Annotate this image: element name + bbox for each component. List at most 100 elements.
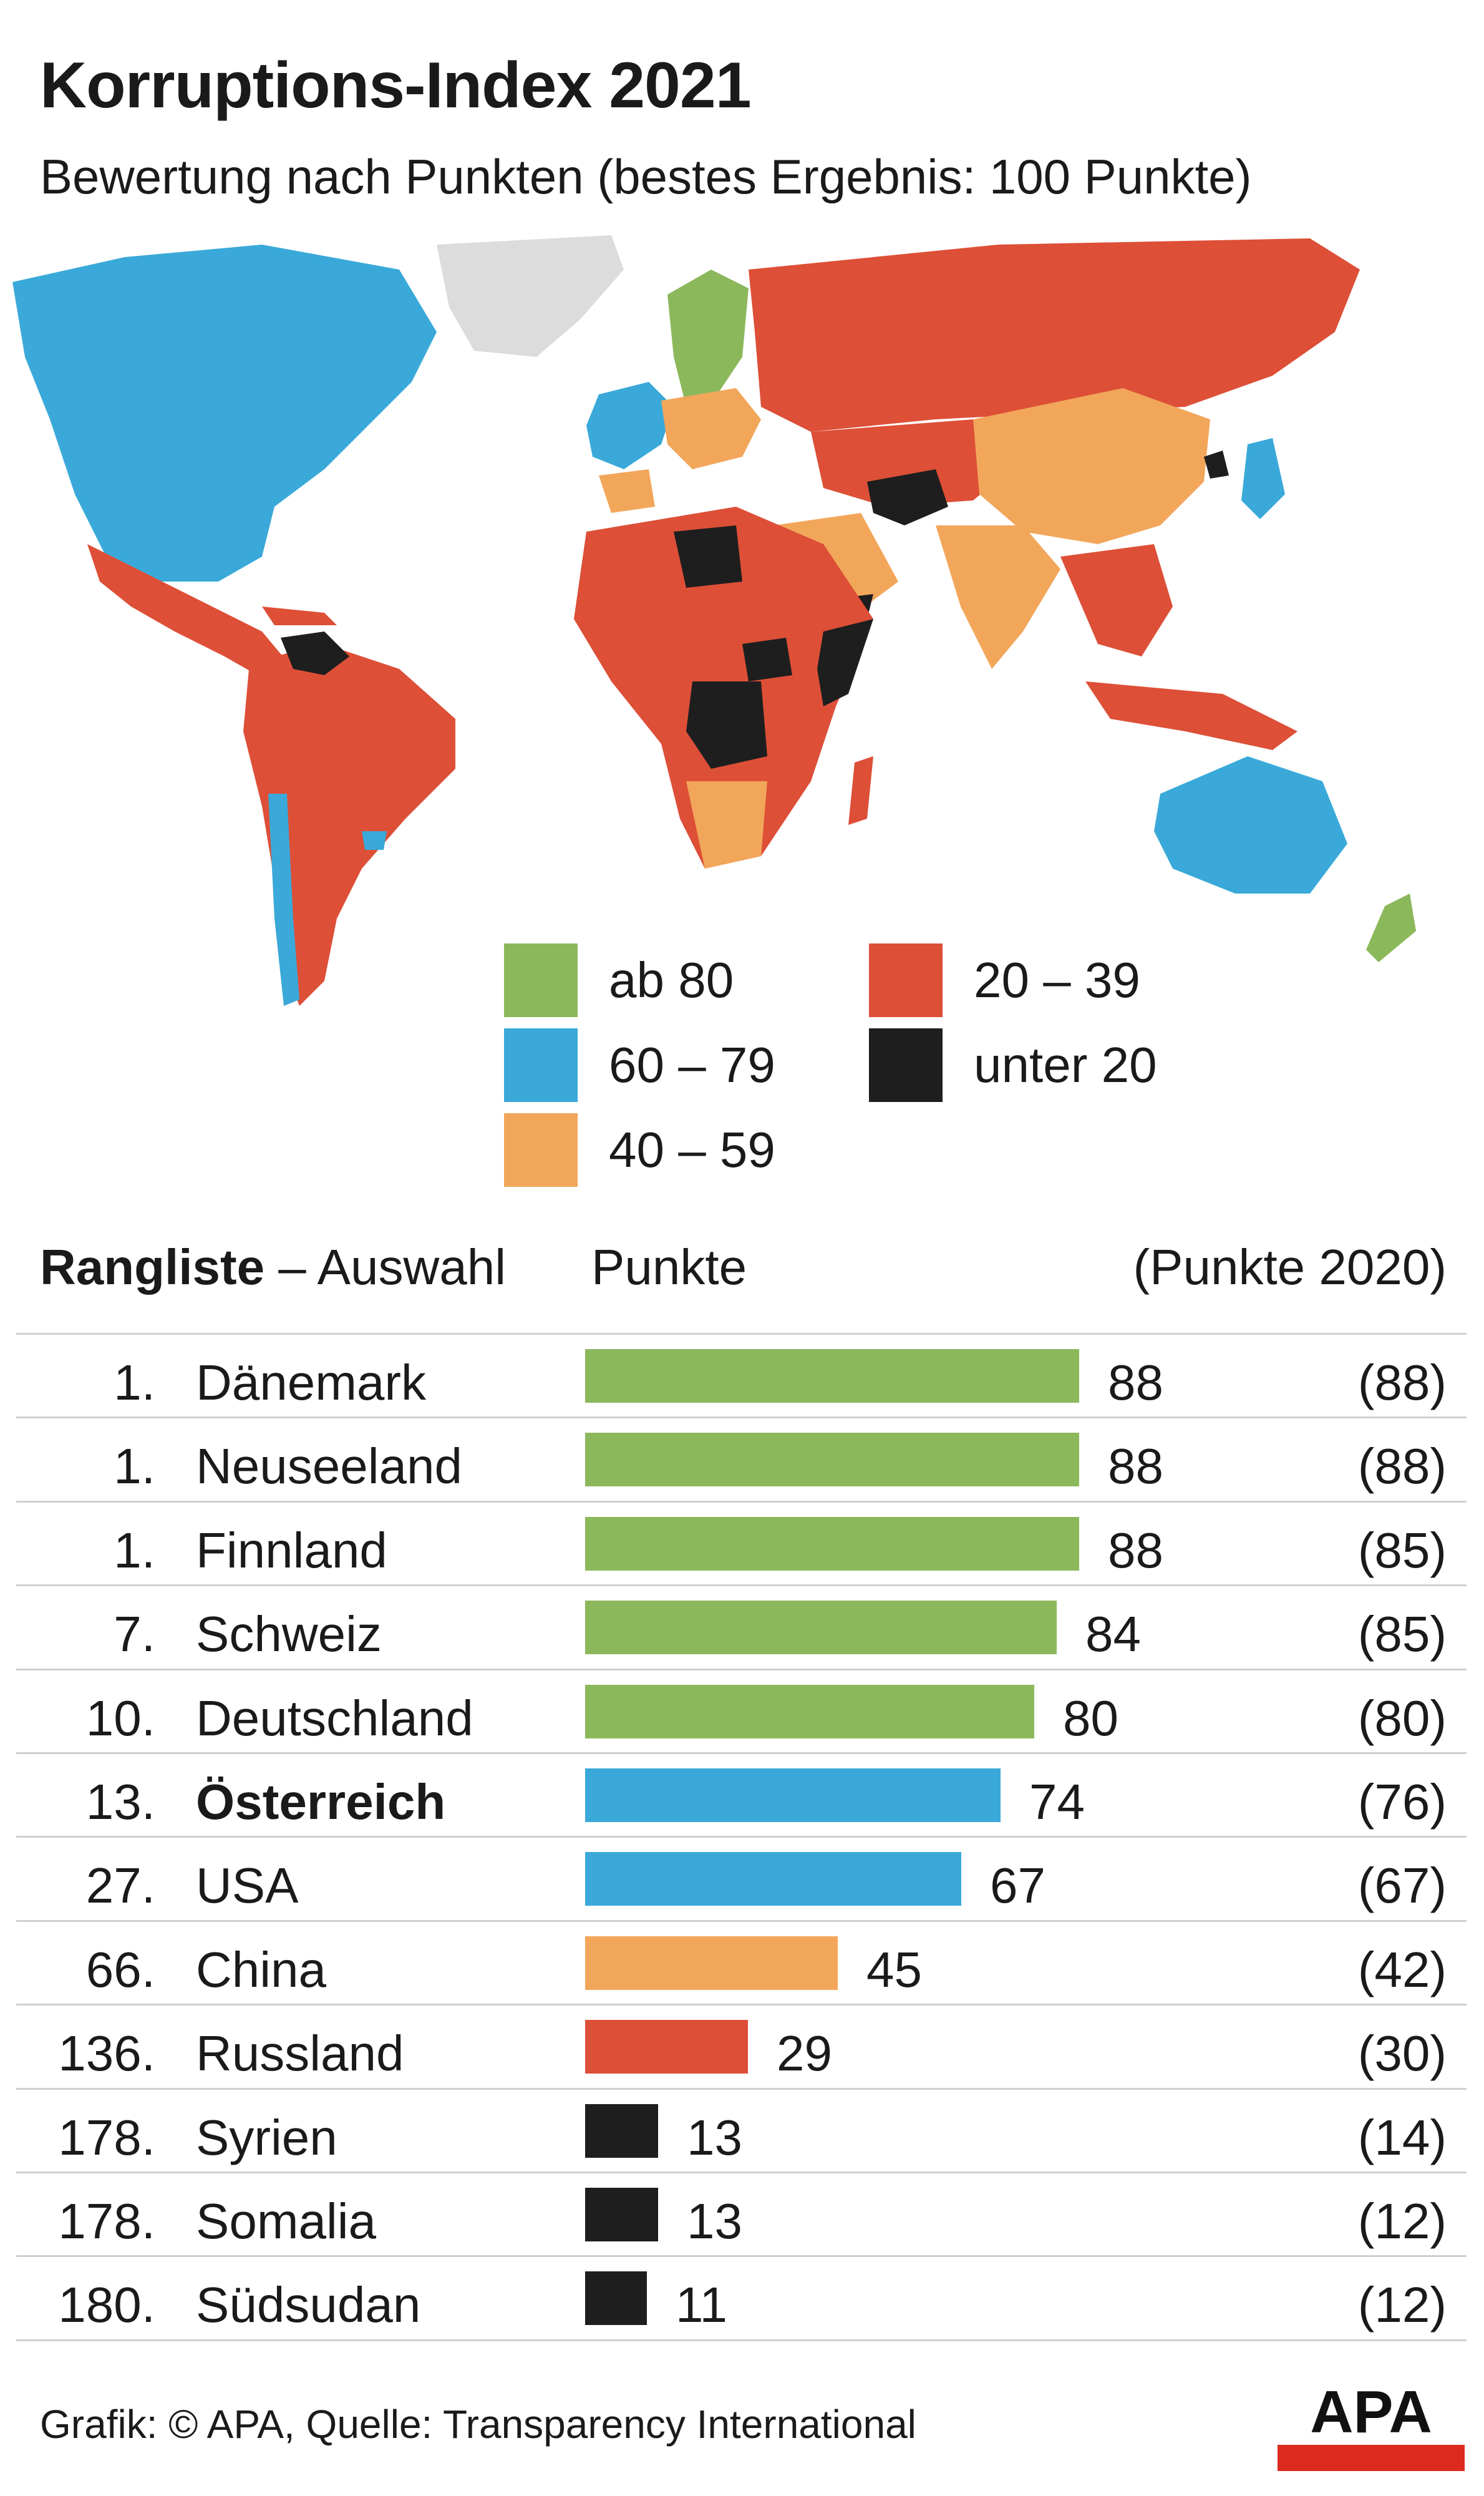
country-label: USA	[196, 1858, 299, 1914]
score-bar	[585, 1936, 838, 1990]
table-row: 1. Finnland 88 (85)	[0, 1502, 1484, 1586]
map-uruguay	[362, 831, 387, 850]
map-new-zealand	[1366, 894, 1416, 962]
country-label: Österreich	[196, 1774, 446, 1830]
legend-item-60-79: 60 – 79	[504, 1028, 775, 1102]
legend-label: 40 – 59	[609, 1122, 775, 1177]
score-value: 67	[990, 1858, 1045, 1914]
score-bar	[585, 1516, 1079, 1571]
score-value: 88	[1108, 1355, 1163, 1410]
table-row: 178. Somalia 13 (12)	[0, 2173, 1484, 2256]
score-2020-value: (42)	[1357, 1941, 1447, 1997]
map-congo	[686, 681, 767, 769]
score-bar	[585, 1852, 961, 1906]
map-somalia	[817, 619, 873, 706]
map-libya	[674, 525, 742, 588]
country-label: Russland	[196, 2026, 404, 2082]
map-australia	[1154, 756, 1347, 894]
country-label: Syrien	[196, 2109, 337, 2165]
score-bar	[585, 1349, 1079, 1403]
table-rule	[16, 1500, 1467, 1503]
chart-title: Korruptions-Index 2021	[40, 49, 752, 122]
score-value: 84	[1085, 1606, 1141, 1662]
map-japan	[1241, 438, 1285, 519]
legend-item-unter-20: unter 20	[869, 1028, 1157, 1102]
source-footer: Grafik: © APA, Quelle: Transparency Inte…	[40, 2402, 916, 2447]
table-rule	[16, 2172, 1467, 2173]
score-2020-value: (88)	[1357, 1355, 1447, 1410]
map-southern-africa	[686, 781, 767, 869]
table-rule	[16, 1333, 1467, 1335]
rank-label: 1.	[114, 1355, 155, 1410]
score-bar	[585, 2188, 658, 2241]
map-venezuela	[281, 631, 349, 675]
rank-label: 178.	[58, 2109, 155, 2165]
table-row: 1. Neuseeland 88 (88)	[0, 1418, 1484, 1501]
rank-label: 1.	[114, 1522, 155, 1578]
world-map	[12, 235, 1416, 1006]
score-value: 74	[1029, 1774, 1085, 1830]
score-bar	[585, 2104, 658, 2158]
table-row: 180. Südsudan 11 (12)	[0, 2256, 1484, 2340]
map-south-east-asia	[1060, 544, 1173, 656]
legend-label: 60 – 79	[609, 1037, 775, 1093]
map-madagascar	[848, 756, 873, 825]
country-label: Somalia	[196, 2193, 377, 2249]
table-rule	[16, 2339, 1467, 2341]
table-rule	[16, 1836, 1467, 1838]
score-value: 11	[676, 2277, 728, 2333]
score-bar	[585, 2020, 748, 2074]
rank-label: 27.	[85, 1858, 155, 1914]
table-header-ranking-bold: Rangliste	[40, 1239, 265, 1295]
legend-label: ab 80	[609, 952, 734, 1008]
rank-label: 66.	[85, 1941, 155, 1997]
country-label: China	[196, 1941, 327, 1997]
map-central-asia	[811, 419, 1011, 507]
map-caribbean	[262, 607, 337, 625]
map-north-america	[12, 245, 437, 582]
legend-item-20-39: 20 – 39	[869, 943, 1140, 1017]
rank-label: 13.	[85, 1774, 155, 1830]
map-north-korea	[1204, 451, 1229, 479]
legend-label: unter 20	[974, 1037, 1157, 1093]
apa-logo-text: APA	[1310, 2379, 1432, 2445]
map-south-america	[243, 644, 455, 1006]
table-header-points: Punkte	[591, 1239, 747, 1295]
map-nordics	[667, 270, 749, 407]
table-rule	[16, 1919, 1467, 1922]
table-row: 10. Deutschland 80 (80)	[0, 1670, 1484, 1753]
country-label: Dänemark	[196, 1355, 427, 1410]
score-2020-value: (67)	[1357, 1858, 1447, 1914]
map-south-sudan	[742, 638, 792, 681]
score-value: 45	[866, 1941, 922, 1997]
rank-label: 1.	[114, 1438, 155, 1494]
map-iberia	[599, 469, 655, 513]
map-greenland	[437, 235, 624, 357]
legend-swatch	[504, 943, 578, 1017]
table-row: 136. Russland 29 (30)	[0, 2005, 1484, 2089]
table-row: 13. Österreich 74 (76)	[0, 1753, 1484, 1837]
score-2020-value: (85)	[1357, 1606, 1447, 1662]
map-india	[936, 525, 1060, 669]
country-label: Schweiz	[196, 1606, 382, 1662]
table-rule	[16, 1668, 1467, 1670]
score-value: 29	[777, 2026, 832, 2082]
chart-subtitle: Bewertung nach Punkten (bestes Ergebnis:…	[40, 149, 1252, 204]
table-header-ranking: Rangliste – Auswahl	[40, 1239, 506, 1296]
score-bar	[585, 2271, 647, 2326]
table-header-ranking-rest: – Auswahl	[264, 1239, 506, 1295]
apa-logo: APA	[1278, 2379, 1465, 2471]
table-rule	[16, 1752, 1467, 1754]
table-rule	[16, 2004, 1467, 2006]
legend-swatch	[869, 1028, 943, 1102]
score-bar	[585, 1433, 1079, 1487]
rank-label: 136.	[58, 2026, 155, 2082]
score-bar	[585, 1684, 1034, 1738]
country-label: Neuseeland	[196, 1438, 462, 1494]
map-russia	[749, 238, 1360, 432]
score-2020-value: (12)	[1357, 2277, 1447, 2333]
table-row: 66. China 45 (42)	[0, 1921, 1484, 2005]
table-row: 27. USA 67 (67)	[0, 1837, 1484, 1921]
map-central-europe	[661, 388, 761, 469]
map-afghanistan	[867, 469, 948, 525]
